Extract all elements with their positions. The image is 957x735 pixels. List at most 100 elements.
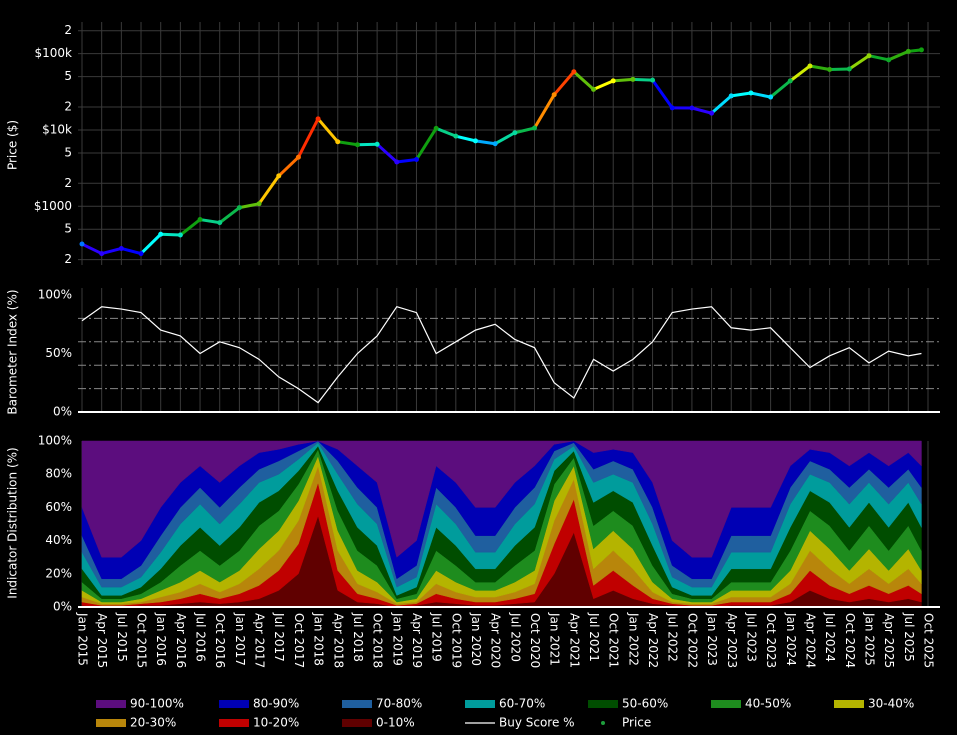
x-tick-label: Oct 2019	[449, 613, 463, 668]
price-point	[177, 232, 183, 238]
y-tick-label: 20%	[45, 566, 72, 580]
price-segment	[789, 64, 811, 83]
score-line	[81, 306, 922, 404]
legend-swatch	[834, 700, 864, 708]
price-point	[669, 105, 675, 111]
y-tick-label: 2	[64, 23, 72, 37]
price-point	[118, 245, 124, 251]
x-tick-label: Apr 2019	[410, 613, 424, 668]
price-segment	[514, 126, 535, 135]
price-point	[138, 251, 144, 257]
price-point	[886, 57, 892, 63]
price-point	[807, 63, 813, 69]
y-tick-label: 80%	[45, 467, 72, 481]
price-point	[354, 142, 360, 148]
price-point	[846, 66, 852, 72]
price-point	[827, 67, 833, 73]
price-point	[768, 94, 774, 100]
price-point	[472, 138, 478, 144]
x-tick-label: Jan 2024	[784, 612, 798, 666]
price-segment	[415, 127, 438, 161]
x-tick-label: Jul 2022	[666, 612, 680, 662]
legend-swatch	[219, 700, 249, 708]
x-tick-label: Jul 2015	[115, 612, 129, 662]
price-point	[295, 154, 301, 160]
x-tick-label: Jul 2023	[744, 612, 758, 662]
price-segment	[179, 218, 201, 237]
x-tick-label: Jan 2016	[154, 612, 168, 666]
legend-swatch	[601, 721, 605, 725]
price-segment	[435, 126, 457, 138]
price-segment	[475, 139, 496, 146]
price-segment	[455, 134, 476, 143]
x-tick-label: Jan 2017	[233, 612, 247, 666]
price-segment	[888, 50, 909, 62]
legend-swatch	[342, 700, 372, 708]
price-point	[394, 159, 400, 165]
x-tick-label: Apr 2021	[567, 613, 581, 668]
x-tick-label: Oct 2022	[685, 613, 699, 668]
x-tick-label: Jan 2023	[705, 612, 719, 666]
y-tick-label: $10k	[42, 122, 72, 136]
price-segment	[691, 106, 712, 115]
x-tick-label: Jan 2025	[862, 612, 876, 666]
legend-swatch	[342, 719, 372, 727]
price-segment	[868, 54, 889, 62]
price-point	[866, 53, 872, 59]
price-point	[276, 173, 282, 179]
x-tick-label: Jul 2016	[194, 612, 208, 662]
price-point	[492, 141, 498, 147]
price-segment	[533, 93, 556, 129]
y-tick-label: 60%	[45, 500, 72, 514]
price-segment	[239, 202, 260, 210]
price-point	[610, 78, 616, 84]
price-segment	[592, 79, 614, 91]
price-segment	[120, 247, 142, 256]
price-point	[532, 125, 538, 131]
x-tick-label: Oct 2020	[528, 613, 542, 668]
price-segment	[139, 233, 162, 255]
price-segment	[257, 175, 280, 205]
price-point	[918, 47, 924, 53]
legend-swatch	[96, 719, 126, 727]
price-segment	[848, 54, 870, 71]
legend-swatch	[219, 719, 249, 727]
price-point	[256, 201, 262, 207]
legend-label: Buy Score %	[499, 716, 575, 730]
price-point	[217, 220, 223, 226]
price-segment	[651, 79, 674, 109]
price-point	[512, 130, 518, 136]
y-tick-label: 2	[64, 100, 72, 114]
y-tick-label: 100%	[38, 288, 72, 302]
price-segment	[396, 158, 417, 164]
price-segment	[809, 64, 830, 71]
price-point	[315, 116, 321, 122]
legend-label: 70-80%	[376, 697, 422, 711]
x-tick-label: Jan 2021	[548, 612, 562, 666]
legend-label: 30-40%	[868, 697, 914, 711]
y-tick-label: 0%	[53, 600, 72, 614]
y-tick-label: 5	[64, 222, 72, 236]
price-point	[413, 157, 419, 163]
price-segment	[769, 79, 792, 99]
price-segment	[750, 91, 771, 99]
y-tick-label: 40%	[45, 533, 72, 547]
x-tick-label: Jan 2015	[76, 612, 90, 666]
x-tick-label: Jul 2025	[902, 612, 916, 662]
price-point	[787, 78, 793, 84]
price-point	[591, 86, 597, 92]
y-tick-label: 5	[64, 145, 72, 159]
price-point	[650, 77, 656, 83]
x-tick-label: Jul 2019	[430, 612, 444, 662]
price-segment	[101, 247, 122, 256]
x-tick-label: Apr 2020	[489, 613, 503, 668]
x-tick-label: Jan 2019	[390, 612, 404, 666]
price-segment	[199, 218, 220, 225]
x-tick-label: Oct 2017	[292, 613, 306, 668]
legend-swatch	[465, 700, 495, 708]
price-segment	[710, 94, 733, 115]
x-tick-label: Oct 2023	[764, 613, 778, 668]
x-tick-label: Jul 2017	[272, 612, 286, 662]
legend-label: 40-50%	[745, 697, 791, 711]
